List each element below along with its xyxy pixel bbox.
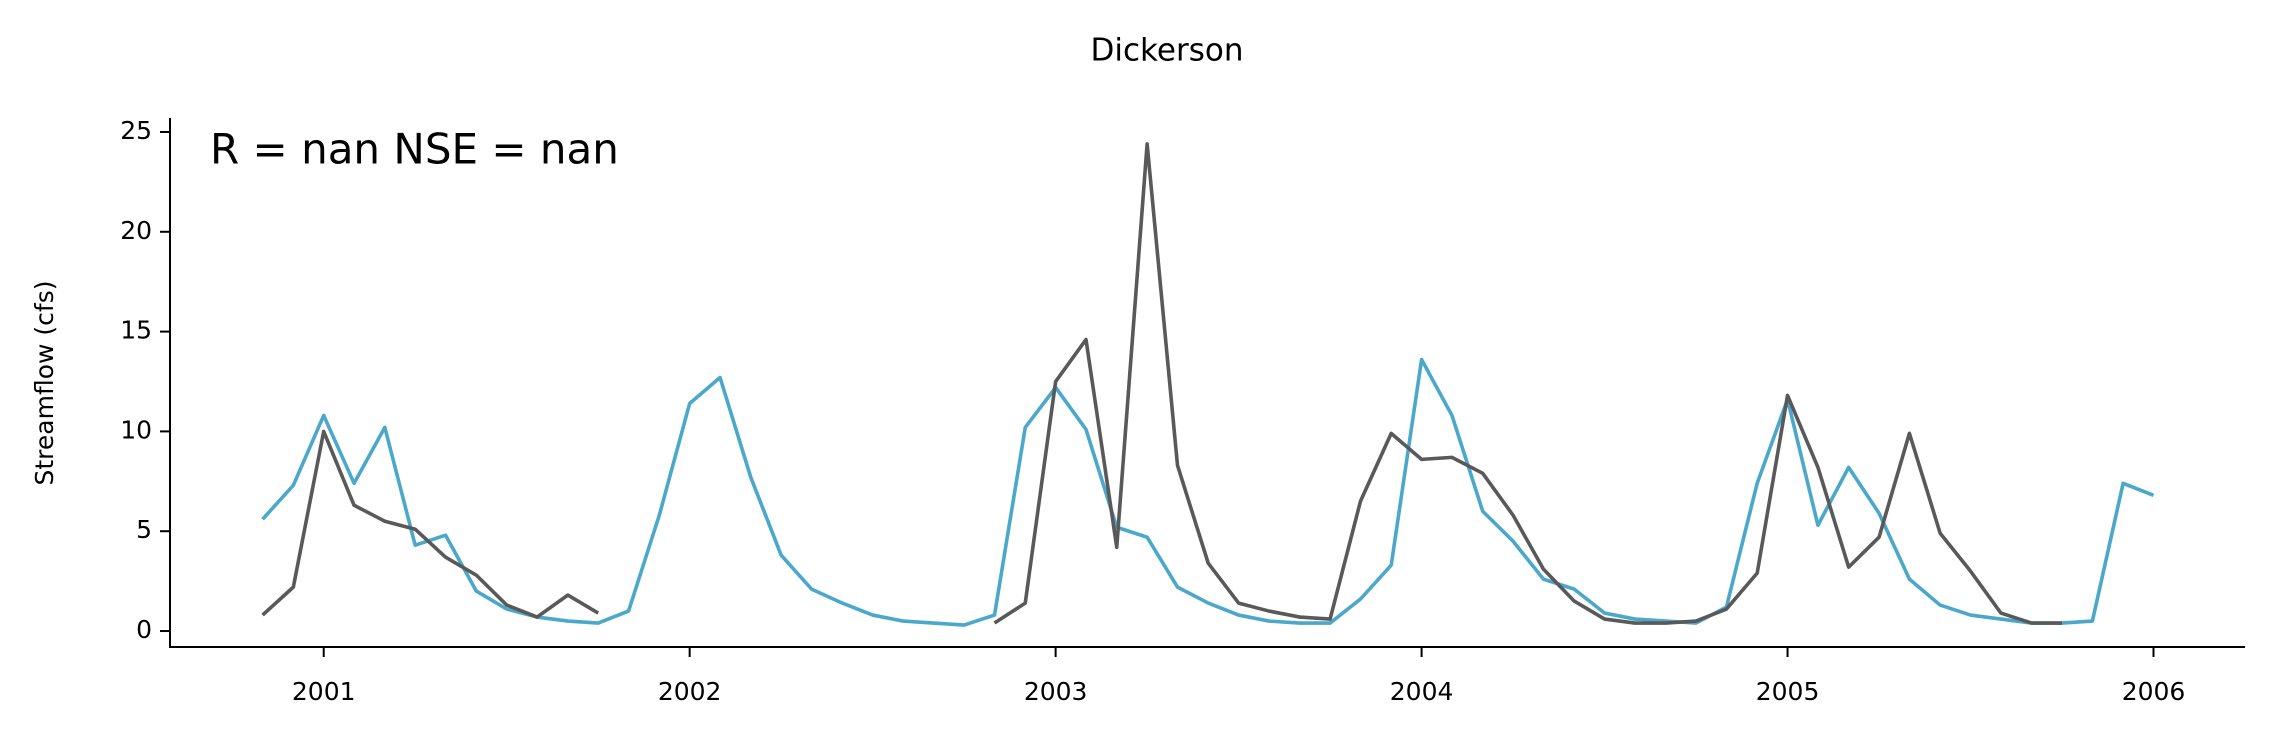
x-tick-label: 2002 xyxy=(658,677,722,706)
y-tick-label: 5 xyxy=(136,515,152,544)
y-tick-label: 20 xyxy=(120,216,152,245)
y-axis-label: Streamflow (cfs) xyxy=(30,281,59,486)
x-tick-label: 2001 xyxy=(292,677,356,706)
annotation: R = nan NSE = nan xyxy=(210,125,619,174)
y-tick-label: 25 xyxy=(120,116,152,145)
y-tick-label: 0 xyxy=(136,615,152,644)
x-tick-label: 2003 xyxy=(1024,677,1088,706)
chart-title: Dickerson xyxy=(1091,33,1244,69)
y-tick-label: 15 xyxy=(120,316,152,345)
line-series xyxy=(261,142,2063,625)
y-tick-label: 10 xyxy=(120,415,152,444)
line-series xyxy=(261,357,2155,627)
x-tick-label: 2005 xyxy=(1756,677,1820,706)
x-tick-label: 2004 xyxy=(1390,677,1454,706)
x-tick-label: 2006 xyxy=(2122,677,2186,706)
